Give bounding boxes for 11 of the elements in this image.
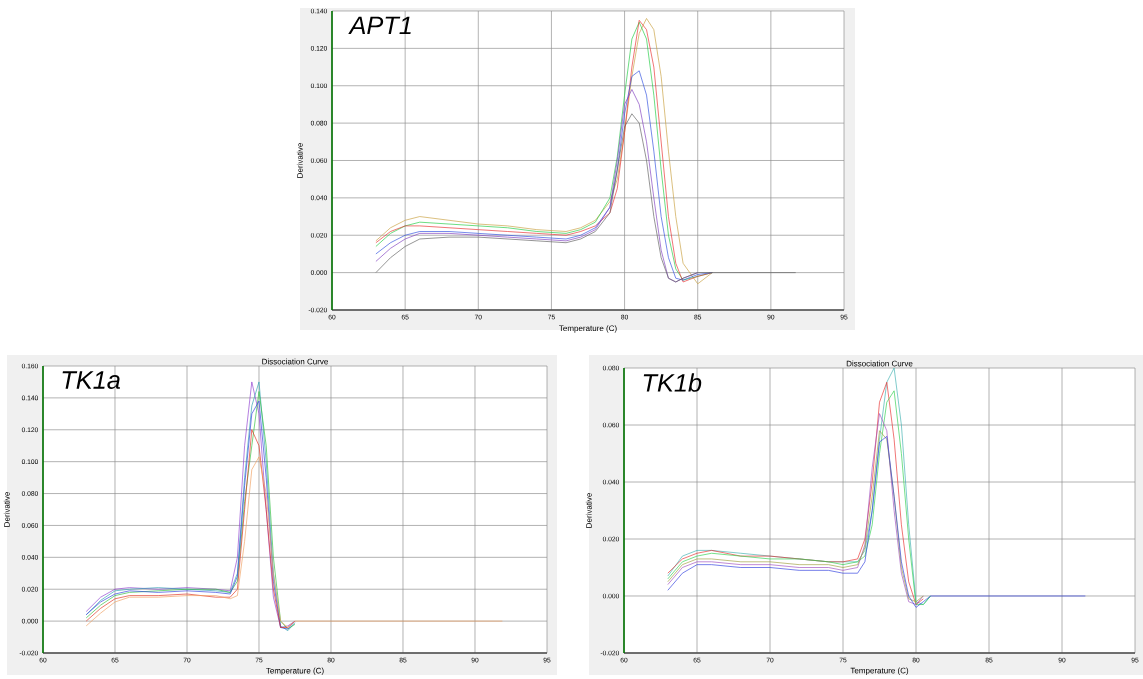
- chart-title: APT1: [348, 16, 411, 35]
- x-axis-title: Temperature (C): [559, 325, 617, 333]
- y-axis-title: Derivative: [296, 143, 303, 178]
- y-axis-title: Derivative: [585, 493, 592, 528]
- y-axis-title: Derivative: [3, 492, 10, 527]
- chart-title: TK1a: [62, 371, 120, 389]
- chart-title: TK1b: [643, 373, 702, 392]
- chart-subtitle: Dissociation Curve: [262, 358, 328, 365]
- x-axis-title: Temperature (C): [850, 667, 909, 675]
- chart-subtitle: Dissociation Curve: [846, 360, 913, 367]
- x-axis-title: Temperature (C): [266, 667, 324, 676]
